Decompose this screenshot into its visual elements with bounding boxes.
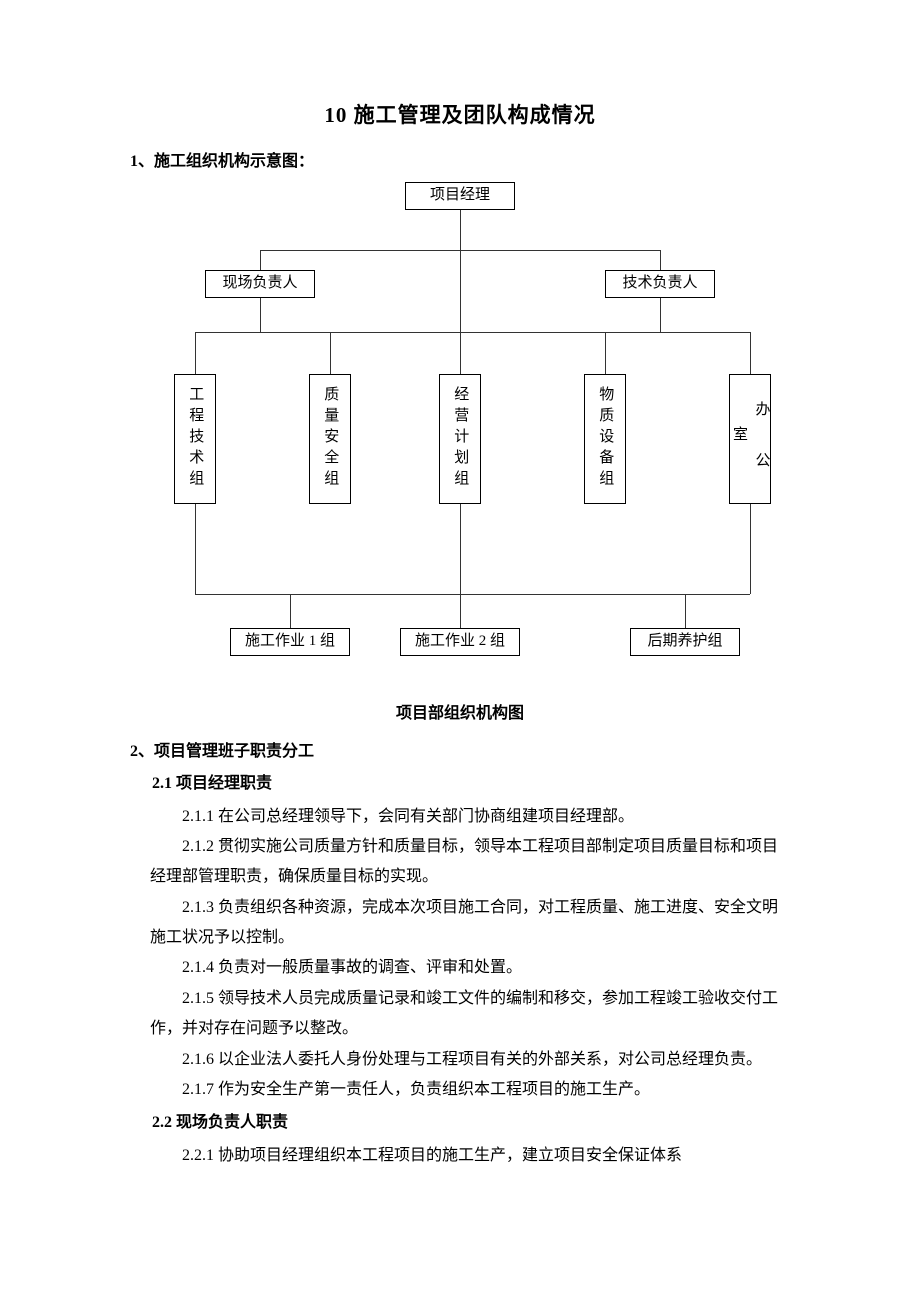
heading-2-2: 2.2 现场负责人职责 [152, 1111, 790, 1135]
connector [195, 332, 196, 374]
node-site-manager: 现场负责人 [205, 270, 315, 298]
connector [460, 250, 461, 332]
section-1-heading: 1、施工组织机构示意图： [130, 150, 790, 174]
connector [605, 332, 606, 374]
connector [750, 332, 751, 374]
node-quality-safety-group: 质量安全组 [309, 374, 351, 504]
node-material-equipment-group: 物质设备组 [584, 374, 626, 504]
para-2-1-1: 2.1.1 在公司总经理领导下，会同有关部门协商组建项目经理部。 [150, 802, 790, 832]
connector [460, 594, 461, 628]
connector [660, 298, 661, 332]
connector [660, 250, 661, 270]
node-work-team-2: 施工作业 2 组 [400, 628, 520, 656]
section-2-heading: 2、项目管理班子职责分工 [130, 740, 790, 764]
node-tech-manager: 技术负责人 [605, 270, 715, 298]
page-title: 10 施工管理及团队构成情况 [130, 100, 790, 132]
connector [260, 298, 261, 332]
connector [290, 594, 291, 628]
para-2-1-6: 2.1.6 以企业法人委托人身份处理与工程项目有关的外部关系，对公司总经理负责。 [150, 1045, 790, 1075]
node-office: 办 公 室 [729, 374, 771, 504]
connector [460, 210, 461, 250]
connector [685, 594, 686, 628]
title-prefix: 10 [324, 103, 353, 127]
para-2-1-7: 2.1.7 作为安全生产第一责任人，负责组织本工程项目的施工生产。 [150, 1075, 790, 1105]
node-project-manager: 项目经理 [405, 182, 515, 210]
heading-2-1: 2.1 项目经理职责 [152, 772, 790, 796]
connector [195, 594, 750, 595]
connector [195, 504, 196, 594]
connector [460, 332, 461, 374]
connector [260, 250, 261, 270]
connector [750, 504, 751, 594]
node-business-plan-group: 经营计划组 [439, 374, 481, 504]
node-engineering-group: 工程技术组 [174, 374, 216, 504]
node-maintenance-team: 后期养护组 [630, 628, 740, 656]
para-2-1-3: 2.1.3 负责组织各种资源，完成本次项目施工合同，对工程质量、施工进度、安全文… [150, 893, 790, 954]
node-work-team-1: 施工作业 1 组 [230, 628, 350, 656]
para-2-1-2: 2.1.2 贯彻实施公司质量方针和质量目标，领导本工程项目部制定项目质量目标和项… [150, 832, 790, 893]
connector [330, 332, 331, 374]
para-2-1-5: 2.1.5 领导技术人员完成质量记录和竣工文件的编制和移交，参加工程竣工验收交付… [150, 984, 790, 1045]
org-chart-caption: 项目部组织机构图 [130, 702, 790, 726]
title-main: 施工管理及团队构成情况 [354, 103, 596, 127]
org-chart: 项目经理 现场负责人 技术负责人 工程技术组 质量安全组 经营计划组 物质设备组… [130, 182, 790, 692]
connector [460, 504, 461, 594]
para-2-1-4: 2.1.4 负责对一般质量事故的调查、评审和处置。 [150, 953, 790, 983]
connector [195, 332, 750, 333]
para-2-2-1: 2.2.1 协助项目经理组织本工程项目的施工生产，建立项目安全保证体系 [150, 1141, 790, 1171]
